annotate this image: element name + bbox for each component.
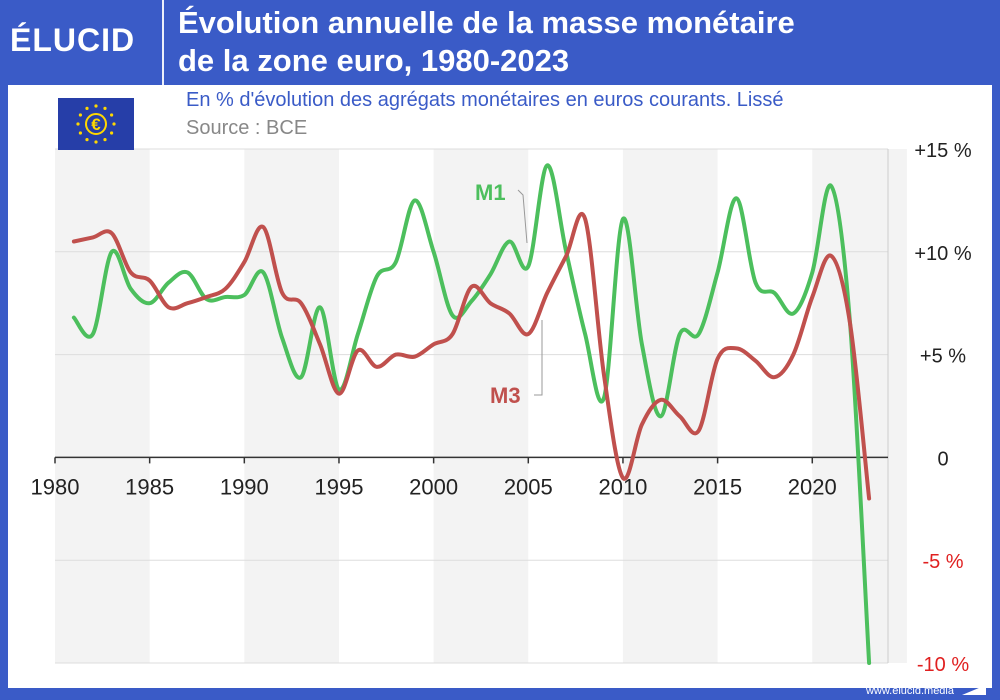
y-tick-label: +10 %	[914, 243, 971, 265]
eu-flag-icon: €	[58, 98, 134, 150]
flag-star	[112, 122, 116, 126]
chart-title: Évolution annuelle de la masse monétaire…	[178, 4, 988, 80]
x-tick-label: 1985	[125, 474, 174, 499]
y-tick-label: -5 %	[922, 551, 963, 573]
header-bar: ÉLUCID Évolution annuelle de la masse mo…	[0, 0, 1000, 85]
flag-star	[85, 106, 89, 110]
y-tick-label: 0	[937, 448, 948, 470]
x-tick-label: 2005	[504, 474, 553, 499]
flag-star	[110, 113, 114, 117]
series-label-m1: M1	[475, 180, 506, 205]
x-tick-label: 1990	[220, 474, 269, 499]
line-chart: 1980 1985 1990 1995 2000 2005 2010 2015 2020+15 …	[31, 140, 972, 676]
y-tick-label: +5 %	[920, 346, 966, 368]
flag-star	[76, 122, 80, 126]
svg-text:€: €	[91, 115, 101, 134]
series-label-m3: M3	[490, 383, 521, 408]
x-tick-label: 1980	[31, 474, 80, 499]
label-leader-m1	[517, 189, 528, 244]
flag-star	[103, 106, 107, 110]
series-line-m3	[71, 212, 872, 501]
background-band	[433, 149, 529, 663]
flag-star	[85, 138, 89, 142]
x-tick-label: 2020	[788, 474, 837, 499]
flag-star	[78, 131, 82, 135]
chart-title-line1: Évolution annuelle de la masse monétaire	[178, 5, 795, 40]
chart-subtitle: En % d'évolution des agrégats monétaires…	[186, 89, 784, 111]
background-band	[55, 149, 150, 663]
chart-title-line2: de la zone euro, 1980-2023	[178, 43, 570, 78]
x-tick-label: 2015	[693, 474, 742, 499]
chart-source: Source : BCE	[186, 117, 308, 139]
background-band	[244, 149, 339, 663]
label-leader-m3	[534, 320, 543, 396]
x-tick-label: 1995	[315, 474, 364, 499]
flag-star	[94, 104, 98, 108]
x-tick-label: 2000	[409, 474, 458, 499]
flag-star	[94, 140, 98, 144]
series-line-m1	[71, 163, 872, 665]
footer-url: www.elucid.media	[865, 685, 954, 697]
flag-star	[78, 113, 82, 117]
y-tick-label: +15 %	[914, 140, 971, 162]
flag-star	[103, 138, 107, 142]
header-divider	[162, 0, 164, 85]
elucid-logo: ÉLUCID	[10, 22, 136, 58]
flag-star	[110, 131, 114, 135]
chart-panel: 1980 1985 1990 1995 2000 2005 2010 2015 2020 +15 …	[8, 85, 992, 688]
footer-logo-icon	[962, 685, 986, 695]
y-tick-label: -10 %	[917, 654, 969, 676]
